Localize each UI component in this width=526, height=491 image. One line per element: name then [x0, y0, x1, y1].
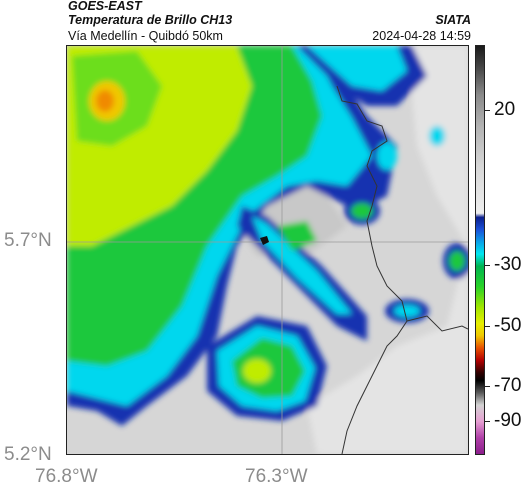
colorbar-label: -90	[494, 410, 522, 431]
colorbar-tick	[484, 110, 490, 111]
colorbar-tick	[484, 326, 490, 327]
colorbar-tick	[484, 386, 490, 387]
product-title: Temperatura de Brillo CH13	[68, 13, 233, 27]
colorbar-tick	[484, 265, 490, 266]
lat-label-5.2: 5.2°N	[4, 444, 52, 465]
temperature-colorbar	[475, 45, 485, 455]
brightness-temperature-field	[67, 46, 468, 454]
department-boundary	[336, 85, 408, 454]
source-label: SIATA	[435, 13, 471, 27]
region-subtitle: Vía Medellín - Quibdó 50km	[68, 29, 223, 43]
colorbar-label: -50	[494, 315, 522, 336]
satellite-map[interactable]	[66, 45, 469, 455]
city-marker	[260, 236, 269, 245]
colorbar-tick	[484, 421, 490, 422]
colorbar-label: 20	[494, 99, 516, 120]
satellite-title: GOES-EAST	[68, 0, 142, 13]
colorbar-label: -70	[494, 375, 522, 396]
timestamp-label: 2024-04-28 14:59	[372, 29, 471, 43]
colorbar-label: -30	[494, 254, 522, 275]
lon-label-76.3: 76.3°W	[245, 466, 308, 487]
lon-label-76.8: 76.8°W	[35, 466, 98, 487]
lat-label-5.7: 5.7°N	[4, 230, 52, 251]
department-boundary	[406, 315, 468, 332]
